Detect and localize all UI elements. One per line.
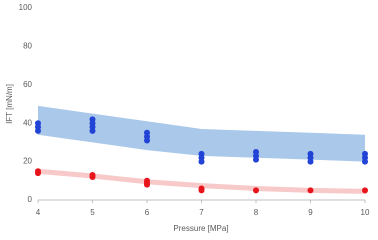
y-tick-label: 40: [23, 118, 32, 127]
x-tick-label: 7: [199, 208, 204, 217]
x-tick-label: 9: [308, 208, 313, 217]
point: [198, 158, 205, 165]
x-axis-title: Pressure [MPa]: [173, 224, 228, 233]
y-axis-title: IFT [mN/m]: [5, 84, 14, 124]
point: [89, 127, 96, 134]
point: [198, 187, 205, 194]
y-tick-label: 80: [23, 42, 32, 51]
x-tick-label: 8: [254, 208, 259, 217]
point: [144, 137, 150, 144]
x-tick-label: 6: [145, 208, 150, 217]
x-tick-label: 4: [36, 208, 41, 217]
point: [253, 156, 259, 163]
band: [38, 105, 365, 162]
y-tick-label: 60: [23, 80, 32, 89]
point: [253, 187, 259, 194]
point: [307, 158, 314, 165]
y-tick-label: 0: [28, 195, 33, 204]
point: [144, 181, 150, 188]
point: [89, 173, 96, 180]
point: [35, 127, 41, 134]
y-tick-label: 100: [19, 3, 33, 12]
point: [362, 187, 368, 194]
point: [307, 187, 314, 194]
point: [362, 158, 368, 165]
x-tick-label: 5: [90, 208, 95, 217]
x-tick-label: 10: [361, 208, 370, 217]
y-tick-label: 20: [23, 157, 32, 166]
point: [35, 170, 41, 177]
